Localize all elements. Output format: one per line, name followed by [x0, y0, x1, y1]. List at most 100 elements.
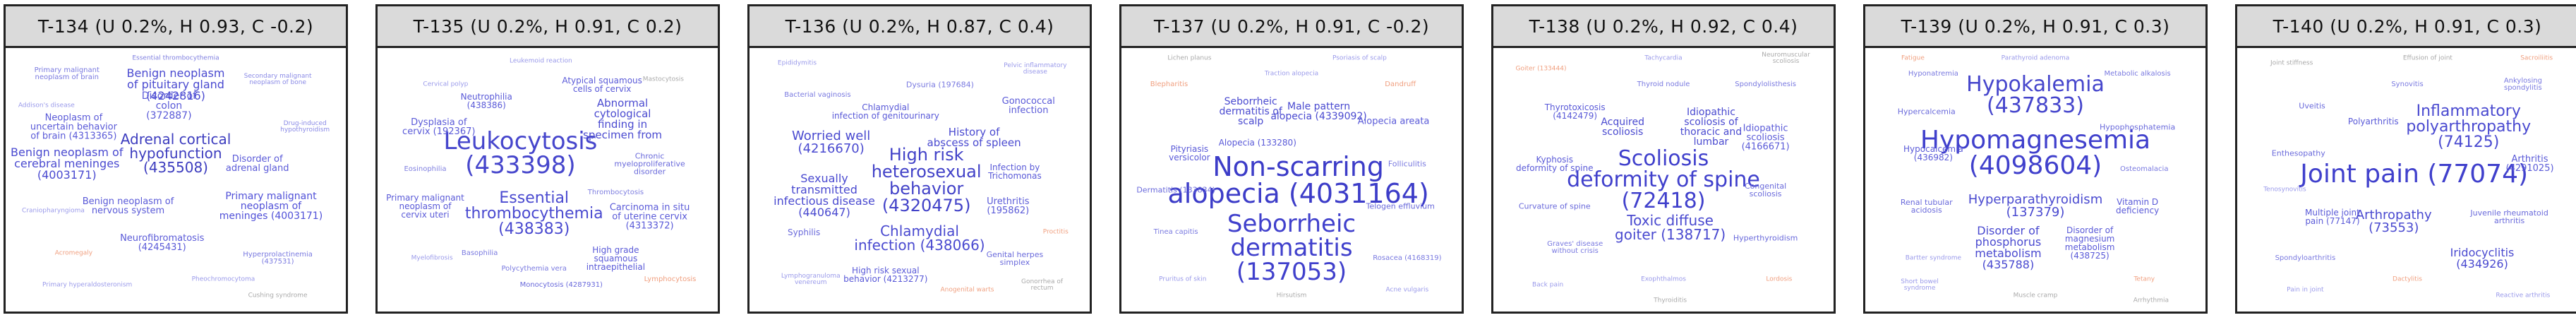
- cloud-term: Urethritis (195862): [987, 196, 1030, 216]
- cloud-term: Hypomagnesemia (4098604): [1920, 126, 2151, 181]
- cloud-term: Primary malignant neoplasm of brain: [34, 66, 100, 82]
- word-cloud: Hypomagnesemia (4098604) Hypokalemia (437…: [1865, 48, 2205, 312]
- cloud-term: Neurofibromatosis (4245431): [120, 233, 205, 254]
- cloud-term: Synovitis: [2391, 81, 2424, 89]
- cloud-term: Lymphocytosis: [644, 275, 697, 284]
- cloud-term: Syphilis: [788, 227, 821, 238]
- word-cloud: Adrenal cortical hypofunction (435508) Be…: [6, 48, 346, 312]
- cloud-term: Hypocalcemia (436982): [1903, 144, 1963, 163]
- cloud-term: Osteomalacia: [2120, 165, 2169, 173]
- cloud-term: Hypophosphatemia: [2099, 122, 2176, 132]
- cloud-term: Myelofibrosis: [411, 254, 453, 262]
- cloud-term: Monocytosis (4287931): [519, 280, 603, 289]
- cloud-term: High risk sexual behavior (4213277): [843, 265, 928, 284]
- cloud-term: Graves' disease without crisis: [1547, 240, 1603, 256]
- cloud-term: History of abscess of spleen: [927, 125, 1021, 149]
- cloud-term: Benign neoplasm of cerebral meninges (40…: [11, 146, 124, 182]
- cloud-term: Joint stiffness: [2270, 59, 2313, 67]
- cloud-term: Lymphogranuloma venereum: [781, 273, 841, 287]
- cloud-term: Psoriasis of scalp: [1332, 54, 1387, 62]
- word-cloud: Scoliosis deformity of spine (72418) Toxi…: [1493, 48, 1834, 312]
- cloud-term: Cervical polyp: [423, 81, 469, 88]
- cloud-term: Anogenital warts: [940, 286, 994, 294]
- cloud-term: Seborrheic dermatitis (137053): [1227, 210, 1356, 287]
- topic-panel: T-138 (U 0.2%, H 0.92, C 0.4) Scoliosis d…: [1491, 4, 1836, 314]
- topic-panel-title: T-137 (U 0.2%, H 0.91, C -0.2): [1121, 6, 1462, 48]
- cloud-term: Tenosynovitis: [2263, 186, 2306, 194]
- cloud-term: Disorder of phosphorus metabolism (43578…: [1975, 224, 2042, 272]
- cloud-term: Metabolic alkalosis: [2104, 70, 2171, 78]
- cloud-term: Abnormal cytological finding in specimen…: [583, 96, 663, 141]
- cloud-term: Mastocytosis: [642, 76, 684, 83]
- cloud-term: Blepharitis: [1150, 81, 1188, 89]
- cloud-term: Disorder of adrenal gland: [225, 154, 289, 174]
- cloud-term: Iridocyclitis (434926): [2450, 246, 2515, 271]
- cloud-term: Hypercalcemia: [1897, 107, 1956, 117]
- cloud-term: Atypical squamous cells of cervix: [562, 76, 642, 95]
- cloud-term: Male pattern alopecia (4339092): [1270, 100, 1367, 122]
- word-cloud: Joint pain (77074) Inflammatory polyarthr…: [2237, 48, 2576, 312]
- cloud-term: Benign neoplasm of pituitary gland (4242…: [126, 66, 225, 103]
- cloud-term: Dermatitis (133834): [1136, 185, 1215, 195]
- cloud-term: Lichen planus: [1167, 54, 1212, 62]
- cloud-term: Curvature of spine: [1518, 201, 1591, 211]
- word-cloud: High risk heterosexual behavior (4320475…: [750, 48, 1090, 312]
- cloud-term: Essential thrombocythemia: [132, 54, 219, 62]
- cloud-term: Tinea capitis: [1153, 228, 1198, 237]
- cloud-term: Essential thrombocythemia (438383): [464, 189, 603, 238]
- cloud-term: Chlamydial infection of genitourinary: [831, 102, 939, 121]
- cloud-term: High grade squamous intraepithelial: [586, 245, 646, 273]
- cloud-term: Muscle cramp: [2013, 292, 2058, 300]
- cloud-term: Joint pain (77074): [2300, 160, 2529, 189]
- cloud-term: Kyphosis deformity of spine: [1515, 155, 1594, 174]
- cloud-term: Idiopathic scoliosis (4166671): [1741, 123, 1790, 153]
- cloud-term: Idiopathic scoliosis of thoracic and lum…: [1680, 106, 1743, 148]
- cloud-term: Sacroiliitis: [2520, 54, 2553, 62]
- cloud-term: Proctitis: [1042, 228, 1069, 236]
- cloud-term: Spondyloarthritis: [2275, 254, 2336, 263]
- cloud-term: Ankylosing spondylitis: [2503, 77, 2542, 93]
- cloud-term: Multiple joint pain (77147): [2305, 207, 2360, 226]
- cloud-term: Leukemoid reaction: [510, 57, 572, 65]
- cloud-term: Thyrotoxicosis (4142479): [1544, 102, 1606, 121]
- cloud-term: Addison's disease: [18, 102, 75, 109]
- cloud-term: Traction alopecia: [1264, 70, 1319, 78]
- cloud-term: Hypokalemia (437833): [1966, 72, 2105, 119]
- cloud-term: Thyroid nodule: [1637, 81, 1690, 89]
- cloud-term: Chlamydial infection (438066): [854, 222, 985, 254]
- cloud-term: Benign neoplasm of nervous system: [82, 196, 174, 216]
- cloud-term: Genital herpes simplex: [986, 250, 1044, 268]
- topic-panel: T-136 (U 0.2%, H 0.87, C 0.4) High risk h…: [747, 4, 1092, 314]
- cloud-term: Secondary malignant neoplasm of bone: [243, 72, 312, 86]
- cloud-term: Vitamin D deficiency: [2116, 196, 2160, 215]
- cloud-term: Parathyroid adenoma: [2001, 54, 2070, 62]
- cloud-term: Scoliosis deformity of spine (72418): [1567, 146, 1760, 213]
- topic-panel-title: T-135 (U 0.2%, H 0.91, C 0.2): [378, 6, 718, 48]
- cloud-term: Congenital scoliosis: [1744, 182, 1787, 199]
- cloud-term: Pityriasis versicolor: [1169, 144, 1210, 163]
- cloud-term: Uveitis: [2299, 101, 2325, 111]
- cloud-term: Non-scarring alopecia (4031164): [1167, 150, 1429, 209]
- cloud-term: Worried well (4216670): [792, 129, 871, 157]
- cloud-term: Acquired scoliosis: [1601, 116, 1644, 138]
- topic-panel-title: T-134 (U 0.2%, H 0.93, C -0.2): [6, 6, 346, 48]
- cloud-term: Chronic myeloproliferative disorder: [614, 151, 685, 177]
- cloud-term: Rosacea (4168319): [1373, 254, 1442, 263]
- cloud-term: Dactylitis: [2393, 275, 2422, 283]
- cloud-term: Bacterial vaginosis: [784, 91, 851, 100]
- cloud-term: Primary hyperaldosteronism: [42, 281, 133, 289]
- cloud-term: Pain in joint: [2287, 286, 2324, 294]
- cloud-term: Hyperthyroidism: [1733, 233, 1798, 243]
- cloud-term: Seborrheic dermatitis of scalp: [1219, 95, 1282, 127]
- cloud-term: Fatigue: [1901, 54, 1925, 62]
- cloud-term: Lordosis: [1766, 275, 1793, 283]
- topic-panel: T-137 (U 0.2%, H 0.91, C -0.2) Non-scarri…: [1119, 4, 1464, 314]
- cloud-term: Drug-induced hypothyroidism: [280, 119, 330, 134]
- cloud-term: Tetany: [2133, 275, 2155, 283]
- cloud-term: Adrenal cortical hypofunction (435508): [120, 131, 231, 177]
- topic-panel-title: T-138 (U 0.2%, H 0.92, C 0.4): [1493, 6, 1834, 48]
- cloud-term: Arthritis (4291025): [2505, 154, 2554, 174]
- cloud-term: Arthropathy (73553): [2355, 208, 2432, 236]
- cloud-term: Toxic diffuse goiter (138717): [1615, 211, 1726, 243]
- cloud-term: Thyroiditis: [1654, 297, 1687, 304]
